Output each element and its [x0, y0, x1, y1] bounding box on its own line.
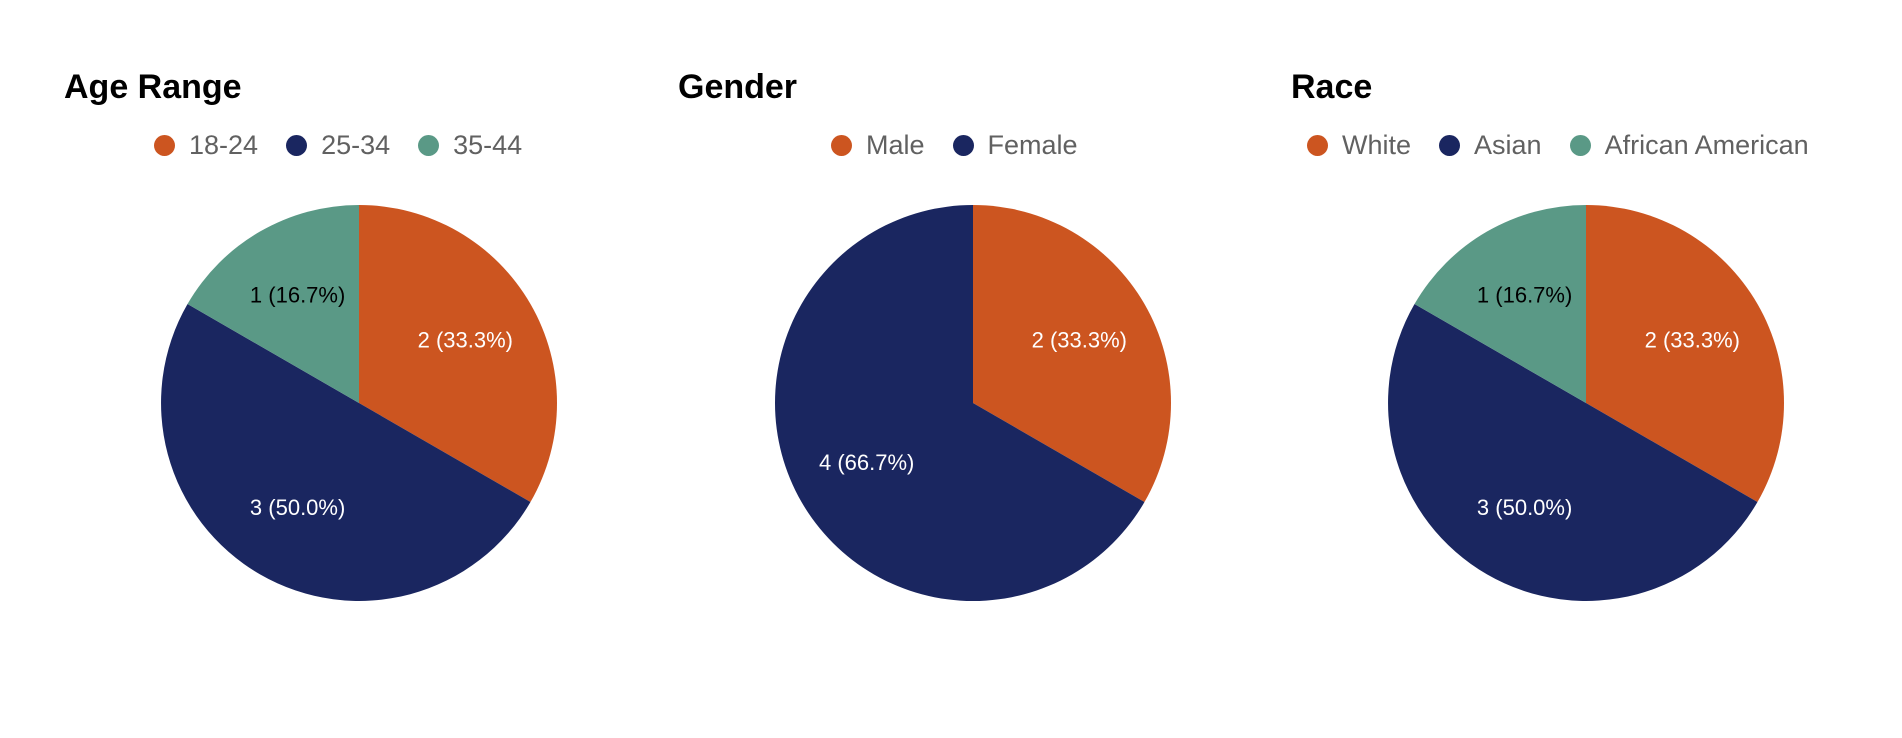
legend-item-asian[interactable]: Asian	[1439, 130, 1542, 161]
legend-swatch	[418, 135, 440, 156]
legend-label: Asian	[1474, 130, 1542, 160]
slice-label: 4 (66.7%)	[819, 450, 914, 475]
legend-label: 35-44	[453, 130, 523, 160]
pie-slice-african-american[interactable]	[1414, 205, 1586, 403]
slice-label: 3 (50.0%)	[1477, 495, 1572, 520]
slice-label: 1 (16.7%)	[1477, 282, 1572, 307]
legend-item-white[interactable]: White	[1307, 130, 1411, 161]
chart-panel-race: Race White Asian African American 2 (33.3%…	[1291, 0, 1901, 738]
slice-label: 1 (16.7%)	[250, 282, 345, 307]
legend-label: White	[1342, 130, 1412, 160]
pie-slice-asian[interactable]	[1388, 304, 1758, 601]
legend-item-male[interactable]: Male	[831, 130, 925, 161]
legend: 18-24 25-34 35-44	[154, 130, 522, 161]
legend-label: Female	[987, 130, 1078, 160]
pie-slice-female[interactable]	[775, 205, 1145, 601]
legend-label: 18-24	[189, 130, 259, 160]
legend-item-female[interactable]: Female	[952, 130, 1078, 161]
chart-title: Race	[1291, 68, 1373, 106]
chart-panel-age-range: Age Range 18-24 25-34 35-44 2 (33.3%) 3 (50…	[64, 0, 674, 738]
pie-chart: 2 (33.3%) 4 (66.7%)	[775, 205, 1171, 601]
legend: White Asian African American	[1307, 130, 1809, 161]
chart-panel-gender: Gender Male Female 2 (33.3%) 4 (66.7%)	[678, 0, 1288, 738]
legend-item-25-34[interactable]: 25-34	[286, 130, 390, 161]
legend-swatch	[952, 135, 974, 156]
legend-label: Male	[866, 130, 925, 160]
legend-label: African American	[1604, 130, 1809, 160]
pie-slice-25-34[interactable]	[161, 304, 531, 601]
chart-title: Age Range	[64, 68, 242, 106]
legend-item-35-44[interactable]: 35-44	[418, 130, 522, 161]
slice-label: 2 (33.3%)	[1032, 327, 1127, 352]
chart-title: Gender	[678, 68, 798, 106]
slice-label: 3 (50.0%)	[250, 495, 345, 520]
legend-label: 25-34	[321, 130, 391, 160]
pie-chart: 2 (33.3%) 3 (50.0%) 1 (16.7%)	[161, 205, 557, 601]
legend-swatch	[286, 135, 308, 156]
legend: Male Female	[831, 130, 1078, 161]
legend-swatch	[831, 135, 852, 156]
pie-chart: 2 (33.3%) 3 (50.0%) 1 (16.7%)	[1388, 205, 1784, 601]
slice-label: 2 (33.3%)	[1645, 327, 1740, 352]
legend-swatch	[154, 135, 175, 156]
legend-swatch	[1569, 135, 1591, 156]
pie-slice-male[interactable]	[973, 205, 1171, 502]
legend-item-african-american[interactable]: African American	[1569, 130, 1809, 161]
legend-swatch	[1439, 135, 1461, 156]
pie-slice-35-44[interactable]	[187, 205, 359, 403]
legend-item-18-24[interactable]: 18-24	[154, 130, 258, 161]
legend-swatch	[1307, 135, 1328, 156]
pie-slice-18-24[interactable]	[359, 205, 557, 502]
slice-label: 2 (33.3%)	[418, 327, 513, 352]
pie-slice-white[interactable]	[1586, 205, 1784, 502]
